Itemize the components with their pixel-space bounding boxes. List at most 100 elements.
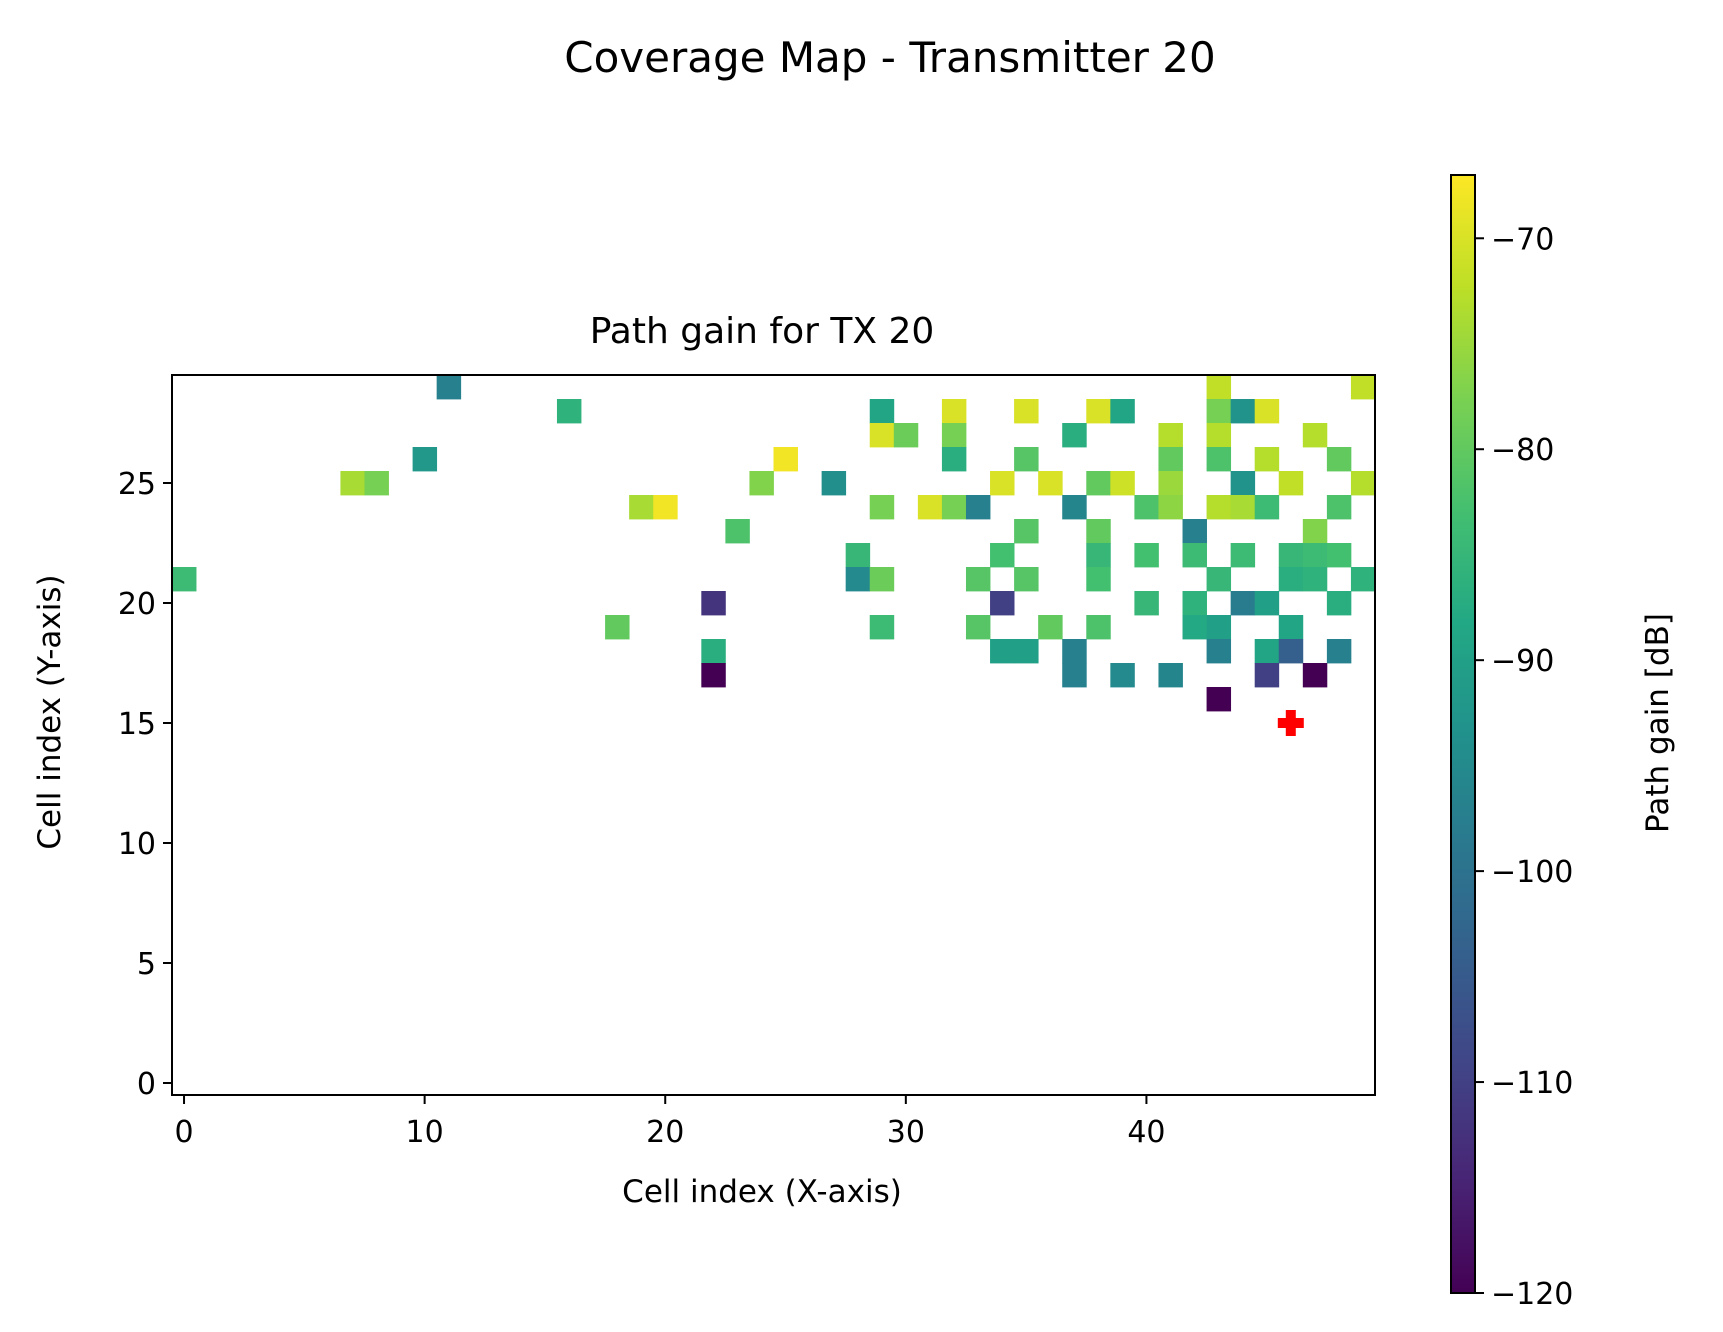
heatmap-cell [1014,567,1039,592]
heatmap-cell [869,615,895,640]
colorbar-frame [1450,174,1476,1294]
heatmap-cell [1230,495,1256,520]
heatmap-cell [1110,471,1135,496]
heatmap-cell [1206,423,1232,448]
heatmap-cell [1158,495,1183,520]
colorbar-gradient [1451,175,1475,1293]
heatmap-cell [1038,471,1063,496]
heatmap-cell [1302,519,1328,544]
heatmap-cell [965,495,991,520]
heatmap-cell [1278,543,1304,568]
transmitter-marker-layer [1277,710,1304,736]
heatmap-cell [990,591,1015,616]
heatmap-plot-area [171,374,1376,1096]
heatmap-cell [172,567,197,592]
heatmap-cell [1158,663,1183,688]
heatmap-cell [845,567,871,592]
heatmap-cell [1350,375,1376,400]
heatmap-cell [1038,615,1063,640]
heatmap-cell [1254,591,1280,616]
axes-title: Path gain for TX 20 [590,311,935,352]
heatmap-cell [1110,399,1135,424]
heatmap-cell [1302,567,1328,592]
heatmap-cell [1182,543,1207,568]
heatmap-cell [1110,663,1135,688]
heatmap-cell [1014,399,1039,424]
heatmap-cell [1278,615,1304,640]
colorbar-tick-label: −90 [1491,644,1554,679]
heatmap-cell [1206,375,1232,400]
heatmap-cell [990,543,1015,568]
heatmap-cell [1206,495,1232,520]
heatmap-cell [1206,639,1232,664]
x-tick-label: 30 [887,1115,925,1150]
x-tick-label: 0 [174,1115,193,1150]
heatmap-cell [869,567,895,592]
heatmap-cell [1302,423,1328,448]
heatmap-cell [1254,495,1280,520]
y-tick-label: 20 [118,587,156,622]
heatmap-cell [845,543,871,568]
figure-title: Coverage Map - Transmitter 20 [564,33,1215,82]
heatmap-cell [1134,543,1159,568]
colorbar-tick-label: −80 [1491,433,1554,468]
heatmap-cell [1182,519,1207,544]
colorbar-ticks: −70 −80 −90 −100 −110 −120 [1475,222,1573,1312]
heatmap-cell [1278,567,1304,592]
heatmap-cell [1326,639,1352,664]
y-tick-label: 15 [118,707,156,742]
heatmap-cell [1302,543,1328,568]
heatmap-cell [1254,447,1280,472]
heatmap-cell [1182,615,1207,640]
heatmap-cell [1062,495,1087,520]
heatmap-cell [412,447,438,472]
x-tick-label: 10 [406,1115,444,1150]
heatmap-cell [1326,495,1352,520]
heatmap-cell [941,495,967,520]
heatmap-cell [1254,399,1280,424]
heatmap-cell [1206,447,1232,472]
heatmap-cell [1134,495,1159,520]
y-tick-label: 25 [118,467,156,502]
x-axis-label: Cell index (X-axis) [622,1174,902,1210]
heatmap-cell [1086,399,1111,424]
heatmap-cell [364,471,389,496]
heatmap-cell [990,471,1015,496]
x-axis-ticks: 0 10 20 30 40 [174,1095,1166,1150]
plot-frame [171,374,1376,1096]
heatmap-cell [1206,687,1232,712]
colorbar: −70 −80 −90 −100 −110 −120 Path gain [dB] [1450,174,1676,1312]
heatmap-cell [1326,447,1352,472]
heatmap-cell [1086,519,1111,544]
heatmap-cell [965,615,991,640]
heatmap-cell [1086,471,1111,496]
heatmap-cell [1206,399,1232,424]
heatmap-cell [1062,639,1087,664]
heatmap-cell [1062,663,1087,688]
heatmap-cell [1326,543,1352,568]
heatmap-cell [1254,663,1280,688]
heatmap-cell [941,399,967,424]
heatmap-cell [1086,567,1111,592]
heatmap-cell [990,639,1015,664]
transmitter-marker [1277,710,1304,736]
heatmap-cell [629,495,654,520]
colorbar-label: Path gain [dB] [1640,613,1676,833]
heatmap-cell [1062,423,1087,448]
heatmap-cell [436,375,462,400]
heatmap-cell [821,471,847,496]
heatmap-cell [605,615,630,640]
heatmap-cell [1302,663,1328,688]
heatmap-cell [893,423,919,448]
heatmap-cell [1206,567,1232,592]
heatmap-cell [1254,639,1280,664]
heatmap-cell [1086,615,1111,640]
heatmap-cell [869,399,895,424]
heatmap-cell [941,447,967,472]
heatmap-cell [1230,543,1256,568]
heatmap-cell [1158,447,1183,472]
heatmap-cell [1134,591,1159,616]
y-tick-label: 0 [137,1067,156,1102]
heatmap-cell [941,423,967,448]
